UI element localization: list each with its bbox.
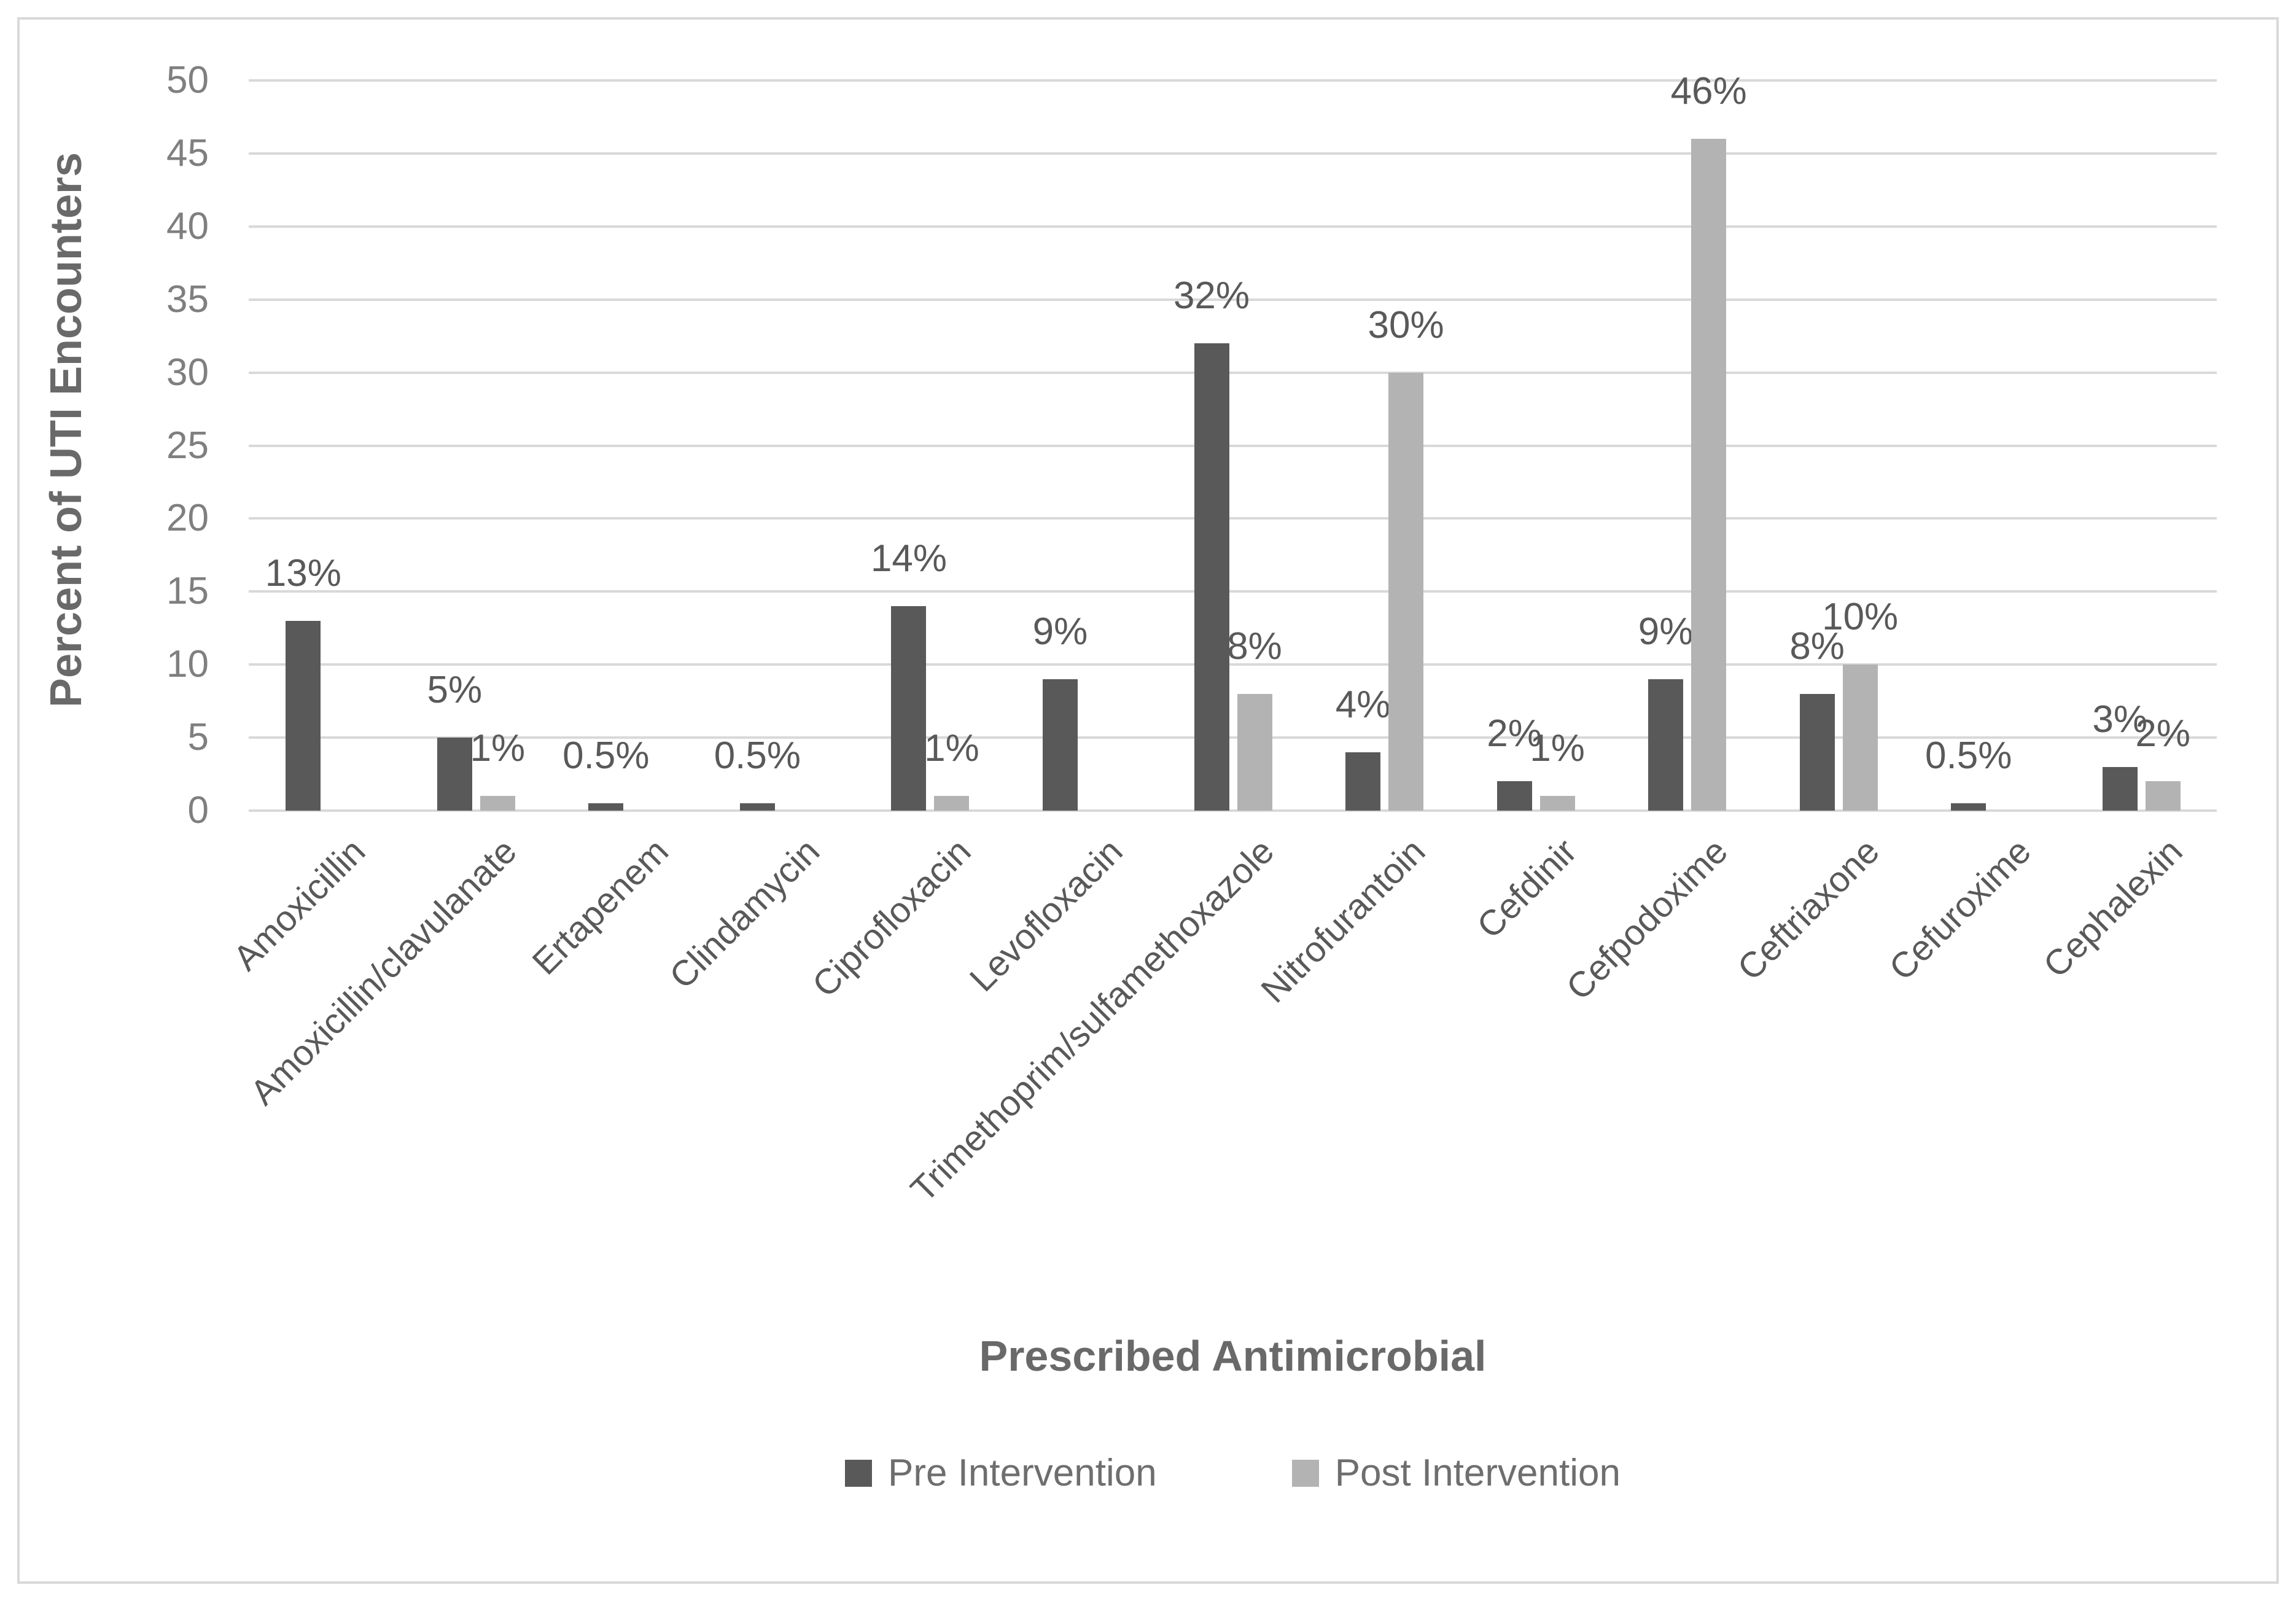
bar-value-label: 0.5% [562,734,650,777]
x-category-label: Ciprofloxacin [804,831,979,1005]
y-tick-label: 20 [166,497,209,540]
bar-pre-intervention [1345,752,1381,811]
y-tick-label: 5 [187,716,209,759]
legend: Pre Intervention Post Intervention [249,1454,2217,1492]
bar-post-intervention [2145,781,2181,811]
y-tick-label: 40 [166,205,209,247]
legend-item: Pre Intervention [845,1454,1157,1492]
bar-pre-intervention [1648,679,1684,811]
gridline [249,444,2217,447]
x-category-label: Clindamycin [661,831,828,997]
bar-value-label: 9% [1032,610,1088,653]
gridline [249,371,2217,374]
bar-pre-intervention [286,620,321,811]
bar-post-intervention [1388,372,1424,811]
gridline [249,225,2217,228]
plot-area: 13% 5% 0.5% 0.5% 14% 9% 32% 4% 2% 9% 8% 0.5% 3% 1% 1% 8… [249,0,2217,812]
x-category-label: Levofloxacin [962,831,1130,1000]
bar-pre-intervention [588,803,624,811]
bar-post-intervention [1842,664,1878,811]
legend-swatch-post-intervention [1291,1460,1319,1487]
y-tick-label: 10 [166,643,209,686]
gridline [249,590,2217,593]
bar-value-label: 32% [1173,275,1250,317]
bar-post-intervention [1691,139,1727,811]
x-category-label: Amoxicillin/clavulanate [243,831,525,1113]
bar-value-label: 4% [1335,683,1391,726]
bar-pre-intervention [1799,693,1835,811]
x-category-label: Cefdinir [1469,831,1584,946]
bar-value-label: 10% [1822,596,1899,639]
x-category-label: Ertapenem [524,831,676,983]
y-tick-label: 25 [166,424,209,467]
x-category-label: Ceftriaxone [1730,831,1887,988]
bar-value-label: 2% [1487,712,1542,755]
bar-value-label: 0.5% [1925,734,2012,777]
bar-value-label: 1% [470,727,526,770]
bar-post-intervention [1539,796,1575,811]
bar-value-label: 13% [265,551,341,594]
bar-pre-intervention [891,606,927,811]
y-tick-label: 45 [166,131,209,174]
x-axis-title: Prescribed Antimicrobial [979,1332,1487,1380]
bar-pre-intervention [739,803,775,811]
y-tick-label: 30 [166,351,209,394]
bar-post-intervention [1237,693,1272,811]
gridline [249,736,2217,739]
bar-value-label: 8% [1227,625,1282,668]
gridline [249,663,2217,666]
legend-label: Pre Intervention [888,1452,1157,1494]
bar-value-label: 46% [1670,70,1747,113]
bar-value-label: 8% [1789,625,1845,668]
bar-pre-intervention [437,738,472,811]
bar-pre-intervention [1951,803,1987,811]
chart-frame [17,17,2279,1584]
bar-pre-intervention [2102,766,2138,811]
y-tick-label: 0 [187,789,209,832]
x-axis-category-labels: Amoxicillin Amoxicillin/clavulanate Ertape… [226,823,2217,1333]
x-category-label: Cefuroxime [1881,831,2039,988]
bar-value-label: 0.5% [714,734,801,777]
bar-post-intervention [480,796,515,811]
x-category-label: Amoxicillin [225,831,373,978]
bar-pre-intervention [1042,679,1078,811]
bar-value-label: 3% [2092,698,2148,741]
y-tick-label: 15 [166,570,209,613]
gridline [249,152,2217,155]
bar-value-label: 1% [924,727,979,770]
gridline [249,79,2217,82]
bar-value-label: 2% [2135,712,2191,755]
legend-item: Post Intervention [1291,1452,1621,1494]
bar-value-label: 14% [870,537,947,580]
x-category-label: Cefpodoxime [1559,831,1736,1008]
legend-label: Post Intervention [1334,1452,1621,1494]
bar-pre-intervention [1496,781,1532,811]
bar-post-intervention [934,796,970,811]
bar-value-label: 30% [1368,303,1444,346]
y-tick-label: 50 [166,59,209,101]
bar-value-label: 9% [1638,610,1694,653]
bar-value-label: 1% [1530,727,1585,770]
gridline [249,517,2217,520]
legend-swatch-pre-intervention [845,1460,872,1487]
bar-value-label: 5% [427,669,483,712]
gridline [249,809,2217,812]
x-category-label: Cephalexin [2035,831,2190,986]
y-tick-label: 35 [166,278,209,321]
bar-pre-intervention [1194,343,1229,811]
gridline [249,298,2217,301]
